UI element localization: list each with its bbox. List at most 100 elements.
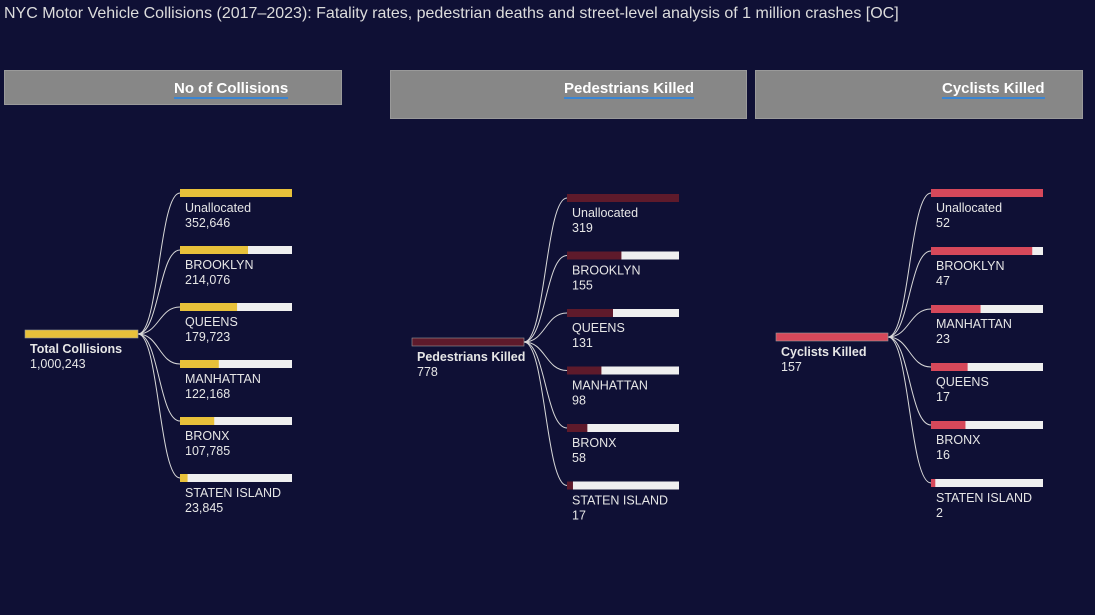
connector-line <box>523 197 568 343</box>
category-value: 155 <box>572 279 593 293</box>
panel-header-pedestrians-label: Pedestrians Killed <box>564 80 695 99</box>
category-value: 179,723 <box>185 330 230 344</box>
panel-header-collisions-label: No of Collisions <box>174 80 289 99</box>
connector-line <box>137 333 181 365</box>
panel-header-cyclists-label: Cyclists Killed <box>942 80 1045 99</box>
category-value: 2 <box>936 506 943 520</box>
category-label: BRONX <box>572 436 617 450</box>
category-value: 52 <box>936 216 950 230</box>
panel-header-pedestrians: Pedestrians Killed <box>390 70 747 119</box>
root-value: 778 <box>417 365 438 379</box>
category-label: BROOKLYN <box>572 264 641 278</box>
bar-unallocated <box>931 189 1043 197</box>
panel-header-collisions: No of Collisions <box>4 70 342 105</box>
category-value: 214,076 <box>185 273 230 287</box>
bar-staten-island <box>180 474 188 482</box>
connector-line <box>137 306 181 335</box>
category-label: MANHATTAN <box>185 372 261 386</box>
root-bar <box>775 332 889 342</box>
root-value: 1,000,243 <box>30 357 86 371</box>
bar-track <box>180 474 292 482</box>
category-label: QUEENS <box>936 375 989 389</box>
connector-line <box>137 333 181 422</box>
bar-staten-island <box>931 479 936 487</box>
category-label: Unallocated <box>185 201 251 215</box>
category-label: BROOKLYN <box>185 258 254 272</box>
bar-track <box>931 305 1043 313</box>
category-value: 23 <box>936 332 950 346</box>
category-label: QUEENS <box>185 315 238 329</box>
bar-track <box>931 421 1043 429</box>
category-label: MANHATTAN <box>572 379 648 393</box>
bar-manhattan <box>931 305 981 313</box>
category-value: 47 <box>936 274 950 288</box>
connector-line <box>523 312 568 343</box>
connector-line <box>137 333 181 479</box>
bar-brooklyn <box>931 247 1033 255</box>
category-value: 98 <box>572 394 586 408</box>
bar-track <box>567 481 679 490</box>
bar-track <box>931 479 1043 487</box>
bar-track <box>180 417 292 425</box>
connector-line <box>887 336 932 426</box>
bar-queens <box>567 309 613 317</box>
category-label: BRONX <box>936 433 981 447</box>
root-bar <box>24 329 139 339</box>
bar-track <box>180 360 292 368</box>
connector-line <box>887 192 932 338</box>
connector-line <box>137 192 181 335</box>
category-label: BRONX <box>185 429 230 443</box>
root-label: Cyclists Killed <box>781 345 866 359</box>
category-label: QUEENS <box>572 321 625 335</box>
connector-line <box>887 308 932 338</box>
category-value: 107,785 <box>185 444 230 458</box>
bar-unallocated <box>180 189 292 197</box>
root-label: Total Collisions <box>30 342 122 356</box>
category-label: BROOKLYN <box>936 259 1005 273</box>
root-bar <box>411 337 525 347</box>
connector-line <box>887 336 932 368</box>
category-value: 23,845 <box>185 501 223 515</box>
category-value: 122,168 <box>185 387 230 401</box>
category-label: STATEN ISLAND <box>572 494 668 508</box>
bar-manhattan <box>567 366 602 375</box>
bar-track <box>567 309 679 317</box>
category-label: MANHATTAN <box>936 317 1012 331</box>
bar-manhattan <box>180 360 219 368</box>
panel-header-cyclists: Cyclists Killed <box>755 70 1083 119</box>
bar-bronx <box>180 417 215 425</box>
bar-track <box>931 363 1043 371</box>
connector-line <box>887 250 932 338</box>
connector-line <box>137 249 181 335</box>
connector-line <box>523 341 568 429</box>
bar-track <box>567 366 679 375</box>
category-value: 131 <box>572 336 593 350</box>
bar-bronx <box>567 424 588 432</box>
connector-line <box>523 341 568 371</box>
connector-line <box>523 255 568 343</box>
category-value: 17 <box>572 509 586 523</box>
category-value: 17 <box>936 390 950 404</box>
bar-brooklyn <box>180 246 248 254</box>
connector-line <box>887 336 932 484</box>
bar-queens <box>180 303 238 311</box>
root-value: 157 <box>781 360 802 374</box>
bar-staten-island <box>567 481 573 490</box>
bar-track <box>567 424 679 432</box>
bar-unallocated <box>567 194 679 202</box>
page-title: NYC Motor Vehicle Collisions (2017–2023)… <box>4 5 899 22</box>
category-value: 319 <box>572 221 593 235</box>
category-label: STATEN ISLAND <box>936 491 1032 505</box>
category-value: 352,646 <box>185 216 230 230</box>
bar-bronx <box>931 421 966 429</box>
category-label: STATEN ISLAND <box>185 486 281 500</box>
bar-brooklyn <box>567 251 622 260</box>
category-value: 58 <box>572 451 586 465</box>
category-label: Unallocated <box>572 206 638 220</box>
root-label: Pedestrians Killed <box>417 350 525 364</box>
category-value: 16 <box>936 448 950 462</box>
bar-queens <box>931 363 968 371</box>
